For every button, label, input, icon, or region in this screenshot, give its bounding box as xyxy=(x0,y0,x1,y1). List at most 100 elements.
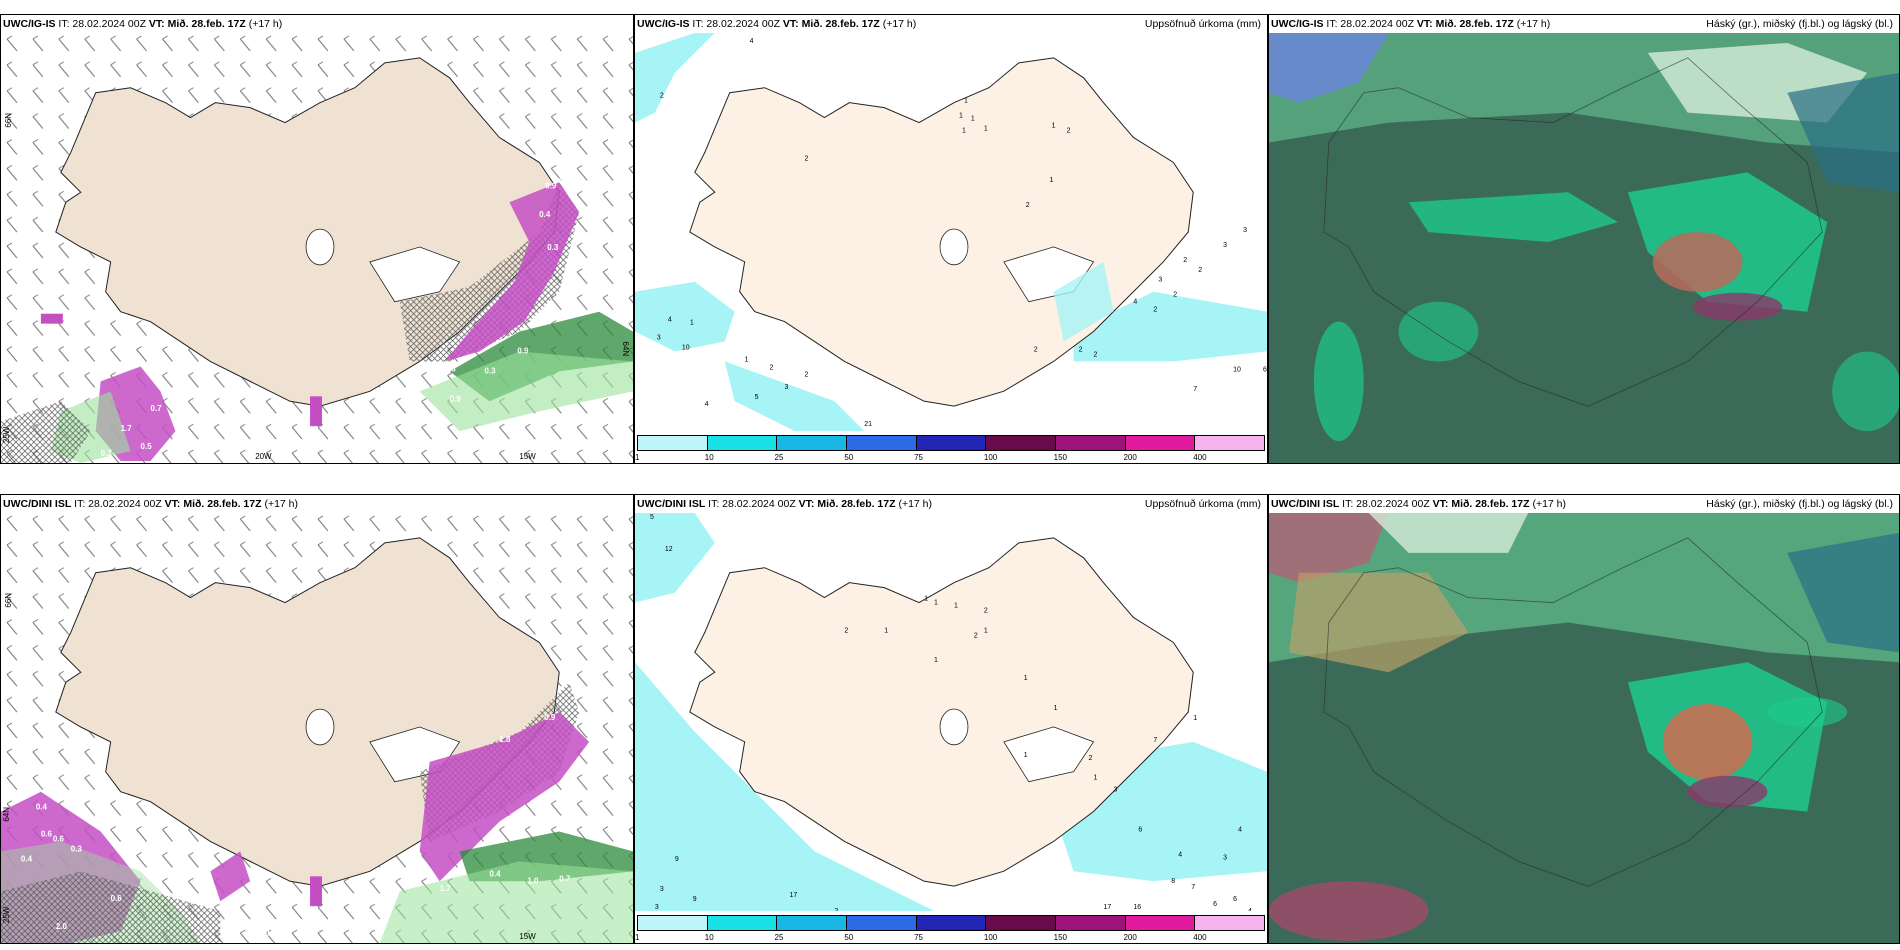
legend-swatch xyxy=(707,436,778,450)
panel-top-right-clouds: UWC/IG-IS IT: 28.02.2024 00Z VT: Mið. 28… xyxy=(1268,14,1900,464)
legend-swatch xyxy=(777,436,848,450)
value-label: 0.3 xyxy=(547,243,559,252)
panel-top-left-wind: UWC/IG-IS IT: 28.02.2024 00Z VT: Mið. 28… xyxy=(0,14,634,464)
legend-swatch xyxy=(707,916,778,930)
value-label: 9 xyxy=(693,896,697,903)
value-label: 1.7 xyxy=(121,424,133,433)
legend-swatch xyxy=(638,436,708,450)
value-label: 1 xyxy=(690,320,694,327)
value-label: 17 xyxy=(1104,904,1112,911)
value-label: 2 xyxy=(1153,307,1157,314)
legend-swatch xyxy=(847,916,917,930)
value-label: 0.5 xyxy=(265,929,277,938)
value-label: 3 xyxy=(1113,787,1117,794)
panel-bot-mid-precip: UWC/DINI ISL IT: 28.02.2024 00Z VT: Mið.… xyxy=(634,494,1268,944)
value-label: 0.6 xyxy=(111,894,123,903)
cloud-map xyxy=(1269,513,1899,943)
legend-swatch xyxy=(1056,436,1126,450)
value-label: 6 xyxy=(1233,896,1237,903)
legend-tick: 100 xyxy=(983,453,998,462)
value-label: 21 xyxy=(864,421,872,428)
value-label: 2 xyxy=(770,364,774,371)
value-label: 1 xyxy=(924,596,928,603)
lat-label: 66N xyxy=(4,593,13,608)
lon-label: 20W xyxy=(255,452,272,461)
value-label: 2 xyxy=(974,632,978,639)
value-label: 1.7 xyxy=(440,884,452,893)
value-label: 0.3 xyxy=(71,844,83,853)
precip-legend: 1 10 25 50 75 100 150 200 400 xyxy=(635,913,1267,943)
value-label: 7 xyxy=(1153,737,1157,744)
value-label: 9 xyxy=(675,856,679,863)
value-label: 4 xyxy=(1248,908,1252,911)
value-label: 1 xyxy=(1052,123,1056,130)
legend-tick: 1 xyxy=(635,933,640,942)
value-label: 2 xyxy=(1198,267,1202,274)
value-label: 2 xyxy=(1067,128,1071,135)
legend-tick: 400 xyxy=(1193,933,1207,942)
legend-swatch xyxy=(777,916,848,930)
value-label: 4 xyxy=(1133,299,1137,306)
value-label: 7 xyxy=(1191,884,1195,891)
cloud-map xyxy=(1269,33,1899,463)
value-label: 1.0 xyxy=(527,876,539,885)
panel-header: UWC/IG-IS IT: 28.02.2024 00Z VT: Mið. 28… xyxy=(1,15,633,33)
value-label: 1 xyxy=(962,128,966,135)
value-label: 4 xyxy=(668,317,672,324)
panel-bot-right-clouds: UWC/DINI ISL IT: 28.02.2024 00Z VT: Mið.… xyxy=(1268,494,1900,944)
value-label: 6 xyxy=(1213,901,1217,908)
value-label: 1 xyxy=(745,356,749,363)
legend-swatch xyxy=(1125,916,1196,930)
value-label: 0.9 xyxy=(517,347,529,356)
value-label: 0.3 xyxy=(484,366,496,375)
legend-swatch xyxy=(1125,436,1196,450)
panel-header: UWC/IG-IS IT: 28.02.2024 00Z VT: Mið. 28… xyxy=(635,15,1267,33)
value-label: 0.9 xyxy=(544,713,556,722)
lon-label: 15W xyxy=(519,452,536,461)
value-label: 1 xyxy=(959,113,963,120)
value-label: 1 xyxy=(1193,715,1197,722)
legend-swatch xyxy=(847,436,917,450)
legend-tick: 10 xyxy=(704,933,714,942)
legend-tick: 50 xyxy=(844,933,854,942)
value-label: 0.5 xyxy=(66,942,78,943)
lon-label: 25W xyxy=(2,426,11,443)
value-label: 1 xyxy=(984,126,988,133)
value-label: 1 xyxy=(1024,752,1028,759)
legend-swatch xyxy=(986,436,1057,450)
value-label: 1 xyxy=(934,657,938,664)
value-label: 0.3 xyxy=(101,449,113,458)
value-label: 2 xyxy=(1026,202,1030,209)
legend-tick: 25 xyxy=(774,933,784,942)
value-label: 1 xyxy=(884,627,888,634)
value-label: 2 xyxy=(804,371,808,378)
value-label: 0.7 xyxy=(559,874,571,883)
legend-swatch xyxy=(916,436,987,450)
panel-header: UWC/IG-IS IT: 28.02.2024 00Z VT: Mið. 28… xyxy=(1269,15,1899,33)
value-label: 0.4 xyxy=(539,210,551,219)
legend-swatch xyxy=(986,916,1057,930)
precip-map: 5121112121211112131764348171676649933417… xyxy=(635,513,1267,911)
legend-tick: 150 xyxy=(1053,453,1068,462)
value-label: 10 xyxy=(682,344,690,351)
value-label: 2 xyxy=(1094,351,1098,358)
lon-label: 15W xyxy=(519,932,536,941)
iceland-land xyxy=(689,537,1194,887)
value-label: 2 xyxy=(1089,755,1093,762)
value-label: 1 xyxy=(1050,177,1054,184)
value-label: 3 xyxy=(785,384,789,391)
value-label: 0.8 xyxy=(280,934,292,943)
value-label: 0.8 xyxy=(445,364,457,373)
value-label: 0.4 xyxy=(36,803,48,812)
value-label: 1 xyxy=(1024,675,1028,682)
value-label: 10 xyxy=(1233,366,1241,373)
value-label: 3 xyxy=(1223,242,1227,249)
value-label: 3 xyxy=(655,904,659,911)
value-label: 4 xyxy=(1238,826,1242,833)
value-label: 3 xyxy=(657,334,661,341)
value-label: 2 xyxy=(834,908,838,911)
value-label: 0.7 xyxy=(151,404,163,413)
value-label: 4 xyxy=(1178,851,1182,858)
value-label: 0.6 xyxy=(53,834,65,843)
panel-top-mid-precip: UWC/IG-IS IT: 28.02.2024 00Z VT: Mið. 28… xyxy=(634,14,1268,464)
